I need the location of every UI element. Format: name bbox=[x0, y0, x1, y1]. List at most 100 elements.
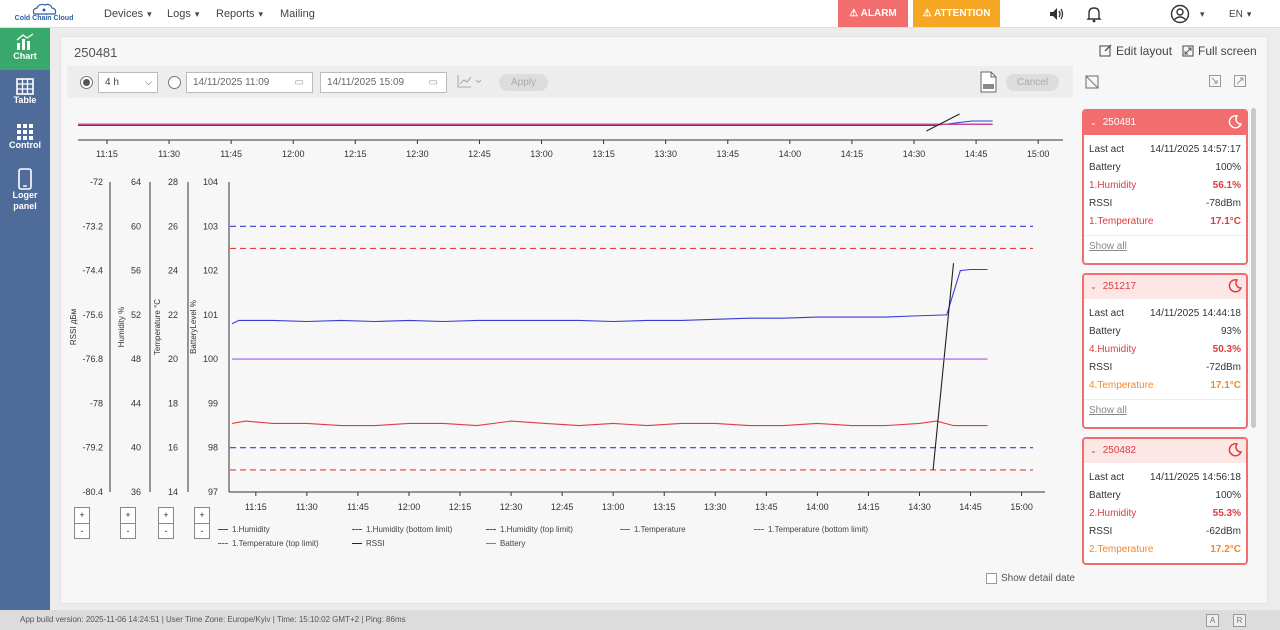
pdf-icon[interactable] bbox=[980, 71, 997, 93]
bell-icon[interactable] bbox=[1084, 4, 1104, 24]
nav-reports[interactable]: Reports ▾ bbox=[216, 8, 264, 20]
legend-item[interactable]: Battery bbox=[486, 539, 525, 548]
show-detail-date-checkbox[interactable]: Show detail date bbox=[986, 573, 1075, 584]
nav-devices[interactable]: Devices ▾ bbox=[104, 8, 152, 20]
rssi-axis-zoom[interactable]: + - bbox=[74, 507, 90, 539]
cancel-button[interactable]: Cancel bbox=[1006, 74, 1059, 91]
chart-type-icon[interactable] bbox=[456, 74, 486, 89]
hide-panel-icon[interactable] bbox=[1085, 75, 1099, 89]
cards-scrollbar[interactable] bbox=[1251, 108, 1256, 428]
apply-button[interactable]: Apply bbox=[499, 74, 548, 91]
y-tick-label: -74.4 bbox=[82, 266, 103, 276]
device-card[interactable]: ⌄ 250481 Last act 14/11/2025 14:57:17 Batter… bbox=[1082, 109, 1248, 265]
y-tick-label: -72 bbox=[90, 177, 103, 187]
chevron-down-icon: ▾ bbox=[258, 9, 264, 19]
nav-logs[interactable]: Logs ▾ bbox=[167, 8, 200, 20]
reading-label: 1.Humidity bbox=[1089, 180, 1137, 191]
legend-item[interactable]: 1.Humidity (bottom limit) bbox=[352, 525, 452, 534]
reading-value: 14/11/2025 14:56:18 bbox=[1149, 472, 1241, 483]
chevron-down-icon: ▾ bbox=[194, 9, 200, 19]
device-card-header[interactable]: ⌄ 250482 bbox=[1084, 439, 1246, 463]
zoom-out-button[interactable]: - bbox=[200, 526, 204, 536]
overview-tick-label: 12:15 bbox=[344, 149, 367, 159]
period-radio[interactable] bbox=[80, 76, 93, 89]
zoom-out-button[interactable]: - bbox=[80, 526, 84, 536]
legend-item[interactable]: 1.Humidity bbox=[218, 525, 270, 534]
legend-item[interactable]: 1.Humidity (top limit) bbox=[486, 525, 573, 534]
app-logo[interactable]: Cold Chain Cloud bbox=[14, 2, 74, 26]
reading-value: 17.1°C bbox=[1210, 216, 1241, 227]
overview-tick-label: 14:00 bbox=[779, 149, 802, 159]
zoom-out-button[interactable]: - bbox=[126, 526, 130, 536]
x-tick-label: 12:15 bbox=[449, 502, 472, 512]
nav-mailing[interactable]: Mailing bbox=[280, 8, 315, 20]
checkbox[interactable] bbox=[986, 573, 997, 584]
series-line-1-temperature bbox=[231, 420, 988, 427]
chevron-down-icon: ⌄ bbox=[1090, 118, 1097, 127]
attention-button[interactable]: ⚠ ATTENTION bbox=[913, 0, 1000, 27]
y-tick-label: 103 bbox=[203, 221, 218, 231]
reading-value: 17.1°C bbox=[1210, 380, 1241, 391]
zoom-in-button[interactable]: + bbox=[159, 508, 173, 524]
device-card-header[interactable]: ⌄ 250481 bbox=[1084, 111, 1246, 135]
reading-label: 4.Temperature bbox=[1089, 380, 1154, 391]
x-tick-label: 13:45 bbox=[755, 502, 778, 512]
alarm-button[interactable]: ⚠ ALARM bbox=[838, 0, 908, 27]
reading-label: Last act bbox=[1089, 144, 1125, 155]
status-bar: App build version: 2025-11-06 14:24:51 |… bbox=[0, 610, 1280, 630]
date-from-input[interactable]: 14/11/2025 11:09 ▭ bbox=[186, 72, 313, 93]
y-tick-label: 26 bbox=[168, 221, 178, 231]
battery-axis-zoom[interactable]: + - bbox=[194, 507, 210, 539]
device-reading-row: 4.Humidity 50.3% bbox=[1084, 341, 1246, 359]
show-all-link[interactable]: Show all bbox=[1084, 235, 1246, 257]
y-tick-label: 22 bbox=[168, 310, 178, 320]
y-tick-label: 64 bbox=[131, 177, 141, 187]
sidebar-item-loger-panel[interactable]: Loger panel bbox=[0, 168, 50, 218]
legend-item[interactable]: 1.Temperature (bottom limit) bbox=[754, 525, 868, 534]
period-select[interactable]: 4 h ⌵ bbox=[98, 72, 158, 93]
y-tick-label: -75.6 bbox=[82, 310, 103, 320]
device-card[interactable]: ⌄ 251217 Last act 14/11/2025 14:44:18 Batter… bbox=[1082, 273, 1248, 429]
device-card-header[interactable]: ⌄ 251217 bbox=[1084, 275, 1246, 299]
legend-item[interactable]: 1.Temperature bbox=[620, 525, 686, 534]
chevron-down-icon: ▾ bbox=[147, 9, 152, 19]
reading-label: RSSI bbox=[1089, 362, 1113, 373]
zoom-in-button[interactable]: + bbox=[195, 508, 209, 524]
edit-layout-button[interactable]: Edit layout bbox=[1099, 44, 1172, 58]
badge-r[interactable]: R bbox=[1233, 614, 1246, 627]
zoom-in-button[interactable]: + bbox=[121, 508, 135, 524]
user-avatar-icon[interactable] bbox=[1170, 4, 1190, 24]
badge-a[interactable]: A bbox=[1206, 614, 1219, 627]
overview-tick-label: 13:45 bbox=[717, 149, 740, 159]
y-tick-label: 44 bbox=[131, 398, 141, 408]
sensor-chart[interactable]: 11:15 11:30 11:45 12:00 12:15 12:30 12:45 13:00… bbox=[0, 0, 1080, 600]
reading-value: 56.1% bbox=[1212, 180, 1241, 191]
device-reading-row: Last act 14/11/2025 14:57:17 bbox=[1084, 141, 1246, 159]
date-range-radio[interactable] bbox=[168, 76, 181, 89]
humidity-axis-zoom[interactable]: + - bbox=[120, 507, 136, 539]
show-all-link[interactable]: Show all bbox=[1084, 399, 1246, 421]
expand-cards-icon[interactable] bbox=[1234, 75, 1246, 87]
y-tick-label: 36 bbox=[131, 487, 141, 497]
zoom-out-button[interactable]: - bbox=[164, 526, 168, 536]
zoom-in-button[interactable]: + bbox=[75, 508, 89, 524]
sidebar-item-control[interactable]: Control bbox=[0, 123, 50, 161]
overview-tick-label: 15:00 bbox=[1027, 149, 1050, 159]
sidebar-item-chart[interactable]: Chart bbox=[0, 28, 50, 70]
y-tick-label: 40 bbox=[131, 443, 141, 453]
language-select[interactable]: EN ▾ bbox=[1229, 9, 1252, 20]
user-menu-chevron-icon[interactable]: ▾ bbox=[1200, 9, 1205, 19]
reading-value: -78dBm bbox=[1205, 198, 1241, 209]
reading-value: 100% bbox=[1215, 490, 1241, 501]
speaker-icon[interactable] bbox=[1046, 4, 1066, 24]
temperature-axis-zoom[interactable]: + - bbox=[158, 507, 174, 539]
full-screen-button[interactable]: Full screen bbox=[1182, 44, 1257, 58]
device-id: 250482 bbox=[1102, 445, 1137, 456]
device-card[interactable]: ⌄ 250482 Last act 14/11/2025 14:56:18 Batter… bbox=[1082, 437, 1248, 565]
sidebar-item-table[interactable]: Table bbox=[0, 78, 50, 116]
collapse-icon[interactable] bbox=[1209, 75, 1221, 87]
date-to-input[interactable]: 14/11/2025 15:09 ▭ bbox=[320, 72, 447, 93]
legend-item[interactable]: RSSI bbox=[352, 539, 385, 548]
logo-text: Cold Chain Cloud bbox=[14, 15, 74, 22]
legend-item[interactable]: 1.Temperature (top limit) bbox=[218, 539, 319, 548]
